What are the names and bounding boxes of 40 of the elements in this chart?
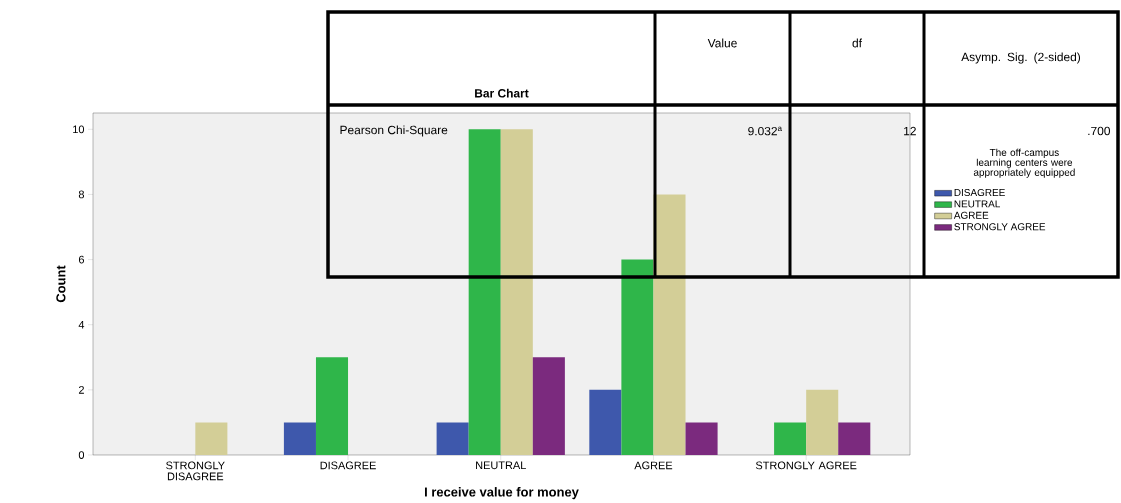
x-axis-title: I receive value for money [424,487,579,500]
bar [806,389,839,455]
legend-label: DISAGREE [954,189,1005,197]
bar [315,357,349,455]
bar [685,422,718,455]
x-tick-label: DISAGREE [320,461,376,470]
bar [195,422,228,455]
annotation: 9.032$^{a}$ [748,126,782,136]
legend-label: NEUTRAL [954,200,1001,208]
x-tick-label: NEUTRAL [476,461,526,470]
bar [589,389,622,455]
legend-title: The off-campus learning centers were appropriately equipped [973,148,1075,178]
y-tick-label: 8 [78,190,85,199]
y-tick-label: 6 [78,255,85,264]
x-tick-label: AGREE [634,461,673,470]
text: Asymp. Sig. (2-sided) [961,52,1081,64]
text: Value [707,38,737,48]
bar [283,422,316,455]
bar [532,357,565,455]
bar [500,129,533,455]
annotation: 12 [904,126,916,136]
y-tick-label: 2 [78,386,84,394]
y-tick-label: 4 [78,320,85,329]
x-tick-label: STRONGLY DISAGREE [166,461,225,481]
x-tick-label: STRONGLY AGREE [755,461,857,470]
bar [653,194,686,455]
y-axis-title: Count [56,265,66,303]
bar [468,129,501,455]
bar [621,259,654,455]
annotation: Pearson Chi-Square [340,125,448,137]
bar [838,422,871,455]
bar [436,422,469,455]
bar [774,422,807,455]
text: .700 [1088,126,1111,136]
chart-title: Bar Chart [475,88,529,98]
legend-label: STRONGLY AGREE [954,223,1046,231]
y-tick-label: 10 [73,125,85,134]
y-tick-label: 0 [78,451,85,459]
legend-label: AGREE [953,211,989,219]
text: df [852,38,863,48]
